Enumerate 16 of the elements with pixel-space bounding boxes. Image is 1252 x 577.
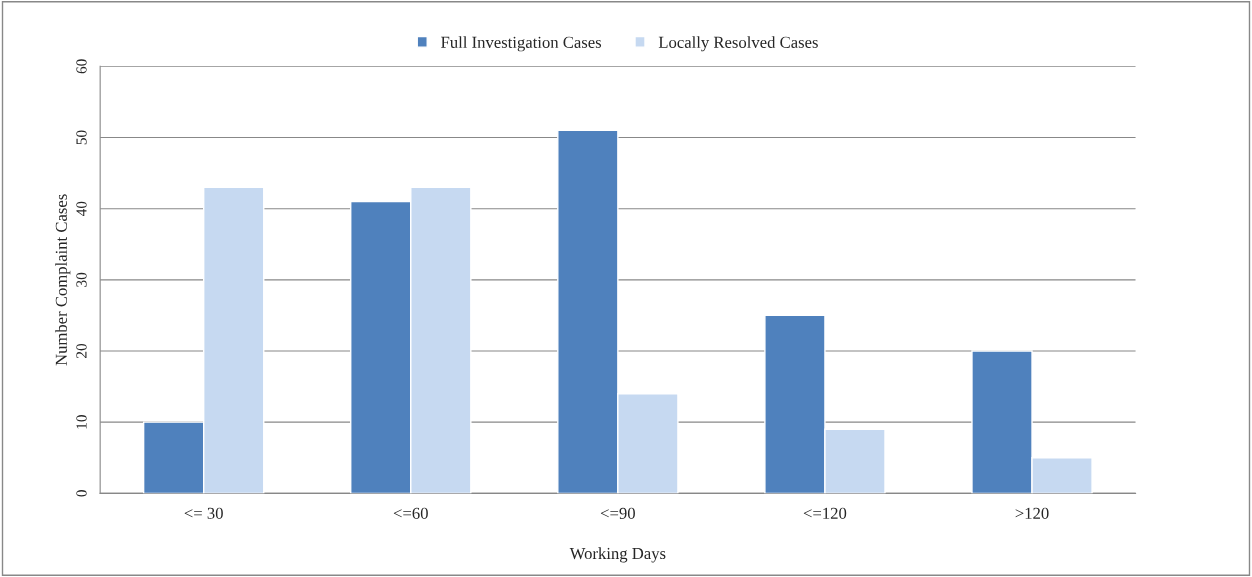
x-axis-title: Working Days (569, 547, 666, 563)
y-tick-label: 50 (76, 130, 87, 145)
y-tick-label: 40 (76, 201, 87, 217)
y-tick-label: 60 (76, 59, 87, 74)
x-tick-label: <=90 (600, 507, 635, 519)
x-tick-label: <= 30 (184, 507, 223, 519)
legend-label: Full Investigation Cases (441, 36, 602, 52)
y-tick-label: 0 (76, 490, 87, 497)
x-tick-label: <=120 (803, 507, 847, 519)
y-axis-title: Number Complaint Cases (55, 194, 71, 366)
legend-label: Locally Resolved Cases (658, 36, 818, 52)
y-tick-label: 20 (76, 343, 87, 358)
x-tick-label: <=60 (393, 507, 428, 519)
y-tick-label: 10 (76, 415, 87, 429)
x-tick-label: >120 (1015, 507, 1049, 519)
y-tick-label: 30 (76, 272, 87, 287)
